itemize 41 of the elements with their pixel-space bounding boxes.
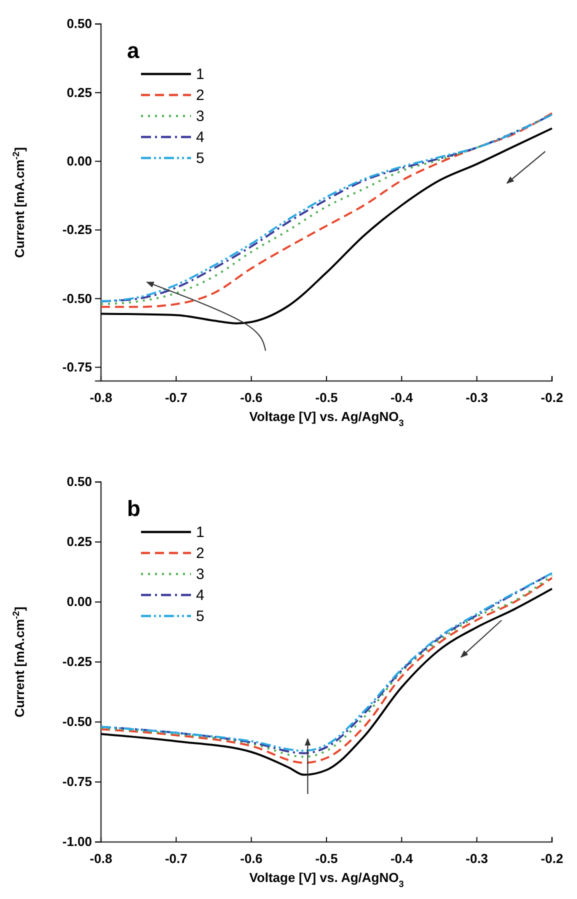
x-tick-label: -0.5 <box>315 851 338 866</box>
y-tick-label: -0.25 <box>62 222 92 238</box>
x-tick-label: -0.2 <box>540 851 564 866</box>
x-tick-label: -0.6 <box>240 390 263 406</box>
legend-label: 2 <box>196 545 204 562</box>
legend-label: 1 <box>196 66 204 83</box>
x-tick-label: -0.4 <box>390 390 414 406</box>
legend-label: 3 <box>196 566 204 583</box>
x-axis-title: Voltage [V] vs. Ag/AgNO$_{3}$ <box>249 409 404 428</box>
x-tick-label: -0.2 <box>540 390 564 406</box>
y-tick-label: -0.75 <box>62 359 92 374</box>
y-tick-label: 0.00 <box>66 594 92 610</box>
y-tick-label: 0.25 <box>66 84 92 100</box>
y-tick-label: -0.50 <box>62 714 92 730</box>
y-tick-label: 0.00 <box>66 153 92 168</box>
x-tick-label: -0.3 <box>466 390 488 406</box>
x-tick-label: -0.5 <box>315 390 338 406</box>
legend-label: 3 <box>196 108 204 125</box>
y-tick-label: 0.50 <box>66 16 92 32</box>
text: b <box>127 496 140 521</box>
legend-label: 5 <box>196 150 204 167</box>
y-tick-label: 0.25 <box>66 534 92 550</box>
y-tick-label: -0.75 <box>62 774 92 790</box>
legend-label: 5 <box>196 608 204 625</box>
text: a <box>127 38 140 63</box>
x-tick-label: -0.3 <box>466 851 488 866</box>
legend-label: 4 <box>196 129 204 146</box>
x-tick-label: -0.6 <box>240 851 263 866</box>
x-tick-label: -0.7 <box>164 390 188 406</box>
x-tick-label: -0.8 <box>90 851 112 866</box>
legend-label: 2 <box>196 87 204 104</box>
y-tick-label: -0.25 <box>62 654 92 670</box>
x-tick-label: -0.8 <box>90 390 112 406</box>
y-tick-label: -0.50 <box>62 290 92 306</box>
y-tick-label: -1.00 <box>62 834 92 850</box>
x-tick-label: -0.7 <box>164 851 188 866</box>
legend-label: 1 <box>196 524 204 541</box>
legend-label: 4 <box>196 587 204 604</box>
y-tick-label: 0.50 <box>66 474 92 490</box>
x-axis-title: Voltage [V] vs. Ag/AgNO$_{3}$ <box>249 870 404 889</box>
x-tick-label: -0.4 <box>390 851 414 866</box>
